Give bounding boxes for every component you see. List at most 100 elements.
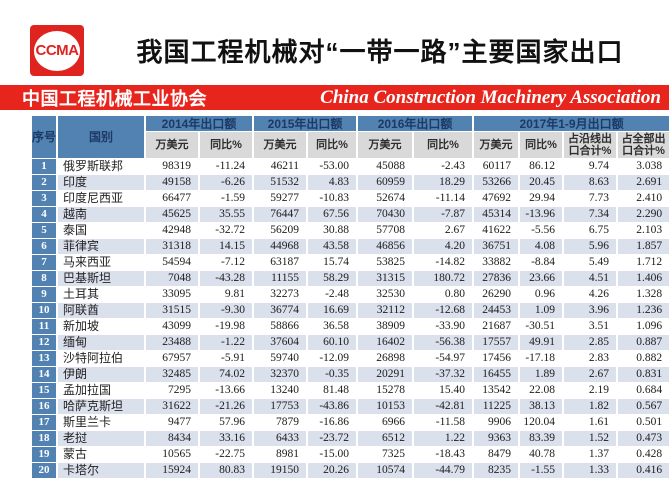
value-cell: 20.26: [308, 463, 357, 478]
country-cell: 蒙古: [58, 447, 144, 462]
value-cell: 36.58: [308, 319, 357, 334]
value-cell: 38.13: [520, 399, 563, 414]
value-cell: -15.00: [308, 447, 357, 462]
value-cell: 16402: [358, 335, 413, 350]
value-cell: 9477: [146, 415, 198, 430]
value-cell: 6966: [358, 415, 413, 430]
value-cell: 0.831: [618, 367, 669, 382]
value-cell: -12.09: [308, 351, 357, 366]
value-cell: 7879: [254, 415, 307, 430]
value-cell: 33882: [474, 255, 519, 270]
table-row: 14 伊朗 32485 74.02 32370 -0.35 20291 -37.32 16455…: [32, 367, 669, 382]
value-cell: 30.88: [308, 223, 357, 238]
value-cell: -1.59: [200, 191, 253, 206]
value-cell: -13.66: [200, 383, 253, 398]
value-cell: 6433: [254, 431, 307, 446]
row-number-cell: 8: [32, 271, 56, 286]
value-cell: -30.51: [520, 319, 563, 334]
value-cell: 1.09: [520, 303, 563, 318]
value-cell: 32530: [358, 287, 413, 302]
value-cell: -18.43: [414, 447, 473, 462]
subcol-2016-usd: 万美元: [358, 132, 413, 158]
group-header-2016: 2016年出口额: [358, 116, 473, 131]
value-cell: 23488: [146, 335, 198, 350]
table-body: 1 俄罗斯联邦 98319 -11.24 46211 -53.00 45088 -2.43 60…: [32, 159, 669, 478]
value-cell: -17.18: [520, 351, 563, 366]
value-cell: 33095: [146, 287, 198, 302]
value-cell: 31318: [146, 239, 198, 254]
value-cell: 57.96: [200, 415, 253, 430]
value-cell: 8235: [474, 463, 519, 478]
value-cell: -2.48: [308, 287, 357, 302]
value-cell: -43.86: [308, 399, 357, 414]
value-cell: 26898: [358, 351, 413, 366]
value-cell: 0.428: [618, 447, 669, 462]
value-cell: -7.12: [200, 255, 253, 270]
value-cell: 9363: [474, 431, 519, 446]
association-name-cn: 中国工程机械工业协会: [22, 88, 207, 109]
value-cell: 8.63: [564, 175, 617, 190]
value-cell: 17456: [474, 351, 519, 366]
value-cell: -42.81: [414, 399, 473, 414]
value-cell: -10.83: [308, 191, 357, 206]
value-cell: 3.96: [564, 303, 617, 318]
row-number-cell: 12: [32, 335, 56, 350]
value-cell: -54.97: [414, 351, 473, 366]
country-cell: 卡塔尔: [58, 463, 144, 478]
table-row: 19 蒙古 10565 -22.75 8981 -15.00 7325 -18.43 8479 4…: [32, 447, 669, 462]
value-cell: 1.89: [520, 367, 563, 382]
table-row: 12 缅甸 23488 -1.22 37604 60.10 16402 -56.38 17557…: [32, 335, 669, 350]
country-cell: 越南: [58, 207, 144, 222]
value-cell: 36751: [474, 239, 519, 254]
country-cell: 孟加拉国: [58, 383, 144, 398]
value-cell: -32.72: [200, 223, 253, 238]
table-row: 8 巴基斯坦 7048 -43.28 11155 58.29 31315 180.72 2783…: [32, 271, 669, 286]
value-cell: 49158: [146, 175, 198, 190]
value-cell: 14.15: [200, 239, 253, 254]
table-row: 15 孟加拉国 7295 -13.66 13240 81.48 15278 15.40 1354…: [32, 383, 669, 398]
country-cell: 巴基斯坦: [58, 271, 144, 286]
row-number-cell: 16: [32, 399, 56, 414]
value-cell: 45625: [146, 207, 198, 222]
value-cell: 7.34: [564, 207, 617, 222]
table-row: 10 阿联酋 31515 -9.30 36774 16.69 32112 -12.68 2445…: [32, 303, 669, 318]
value-cell: 2.691: [618, 175, 669, 190]
value-cell: 2.83: [564, 351, 617, 366]
country-header: 国别: [58, 116, 144, 158]
value-cell: 0.473: [618, 431, 669, 446]
country-cell: 哈萨克斯坦: [58, 399, 144, 414]
row-number-cell: 19: [32, 447, 56, 462]
value-cell: -37.32: [414, 367, 473, 382]
value-cell: 1.236: [618, 303, 669, 318]
value-cell: 120.04: [520, 415, 563, 430]
value-cell: 56209: [254, 223, 307, 238]
subcol-2017-total-share: 占全部出口合计%: [618, 132, 669, 158]
value-cell: 47692: [474, 191, 519, 206]
value-cell: 23.66: [520, 271, 563, 286]
row-number-cell: 13: [32, 351, 56, 366]
country-cell: 老挝: [58, 431, 144, 446]
country-cell: 缅甸: [58, 335, 144, 350]
value-cell: 19150: [254, 463, 307, 478]
value-cell: 17753: [254, 399, 307, 414]
value-cell: 18.29: [414, 175, 473, 190]
value-cell: 60117: [474, 159, 519, 174]
value-cell: 0.887: [618, 335, 669, 350]
value-cell: -5.91: [200, 351, 253, 366]
value-cell: 32273: [254, 287, 307, 302]
value-cell: 0.882: [618, 351, 669, 366]
value-cell: 0.567: [618, 399, 669, 414]
sub-header-row: 万美元 同比% 万美元 同比% 万美元 同比% 万美元 同比% 占沿线出口合计%…: [32, 132, 669, 158]
group-header-row: 序号 国别 2014年出口额 2015年出口额 2016年出口额 2017年1-…: [32, 116, 669, 158]
country-cell: 泰国: [58, 223, 144, 238]
row-number-cell: 14: [32, 367, 56, 382]
value-cell: -33.90: [414, 319, 473, 334]
value-cell: 1.712: [618, 255, 669, 270]
value-cell: 0.96: [520, 287, 563, 302]
table-row: 5 泰国 42948 -32.72 56209 30.88 57708 2.67 41622 -5…: [32, 223, 669, 238]
row-number-cell: 9: [32, 287, 56, 302]
value-cell: 15924: [146, 463, 198, 478]
ccma-logo: CCMA: [30, 25, 84, 76]
value-cell: 46856: [358, 239, 413, 254]
